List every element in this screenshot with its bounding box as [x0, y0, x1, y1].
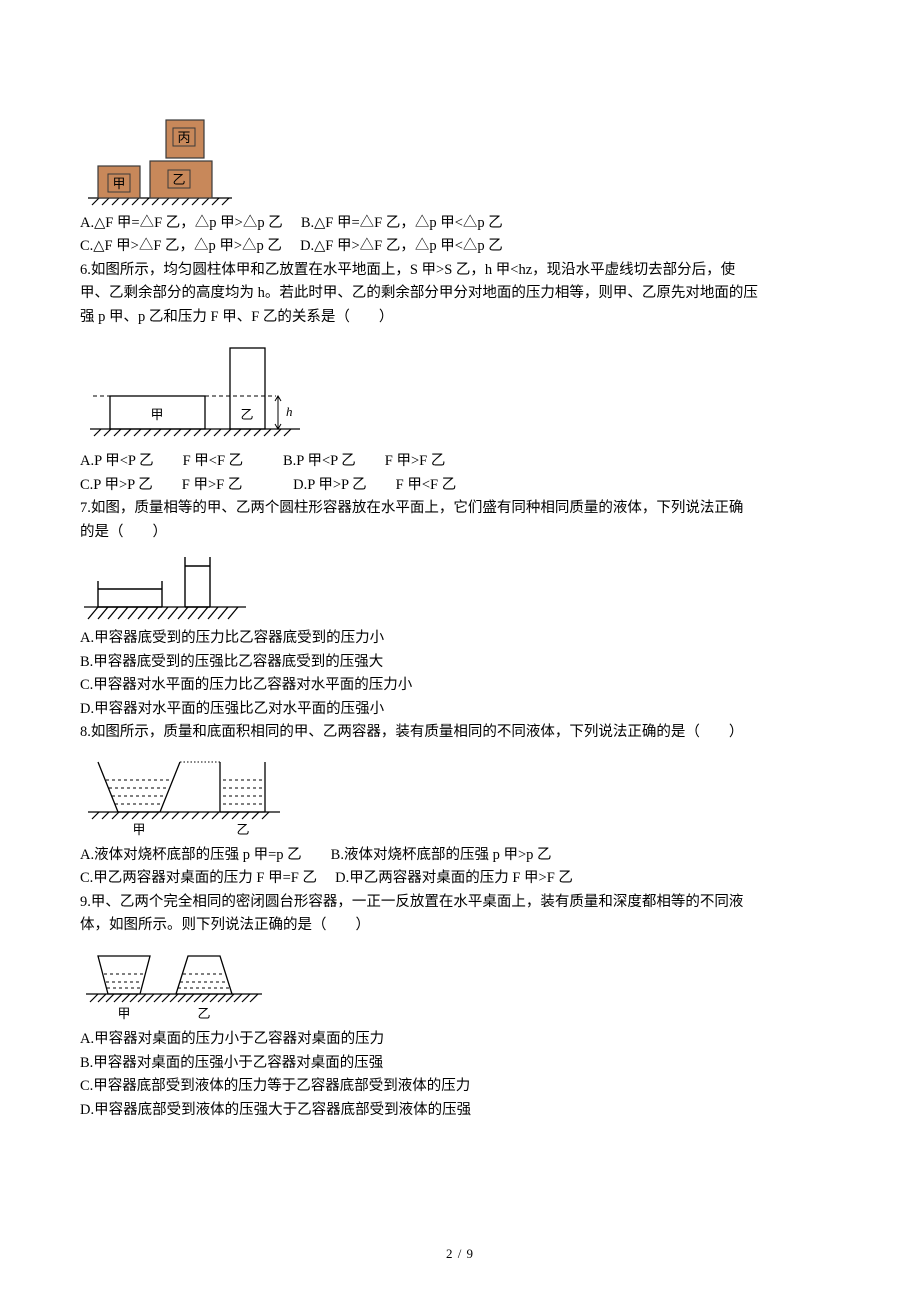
q6-optD: D.P 甲>P 乙 F 甲<F 乙	[293, 477, 456, 493]
q7-stem1: 7.如图，质量相等的甲、乙两个圆柱形容器放在水平面上，它们盛有同种相同质量的液体…	[80, 497, 840, 519]
q9-figure: 甲 乙	[80, 942, 840, 1022]
q6-options-row2: C.P 甲>P 乙 F 甲>F 乙 D.P 甲>P 乙 F 甲<F 乙	[80, 474, 840, 496]
q6-stem1: 6.如图所示，均匀圆柱体甲和乙放置在水平地面上，S 甲>S 乙，h 甲<hz，现…	[80, 259, 840, 281]
q9-optA: A.甲容器对桌面的压力小于乙容器对桌面的压力	[80, 1028, 840, 1050]
q8-yi-label: 乙	[236, 822, 249, 837]
q9-stem1: 9.甲、乙两个完全相同的密闭圆台形容器，一正一反放置在水平桌面上，装有质量和深度…	[80, 891, 840, 913]
q7-figure	[80, 549, 840, 621]
q8-optC: C.甲乙两容器对桌面的压力 F 甲=F 乙	[80, 870, 317, 886]
q6-h-label: h	[286, 404, 293, 419]
q8-optA: A.液体对烧杯底部的压强 p 甲=p 乙	[80, 847, 302, 863]
q8-jia-label: 甲	[132, 822, 145, 837]
q9-stem2: 体，如图所示。则下列说法正确的是（ ）	[80, 914, 840, 936]
q5-optD: D.△F 甲>△F 乙，△p 甲<△p 乙	[300, 238, 503, 254]
q8-figure: 甲 乙	[80, 750, 840, 838]
q5-optC: C.△F 甲>△F 乙，△p 甲>△p 乙	[80, 238, 282, 254]
q6-options-row1: A.P 甲<P 乙 F 甲<F 乙 B.P 甲<P 乙 F 甲>F 乙	[80, 450, 840, 472]
q6-figure: h 甲 乙	[80, 334, 840, 444]
q7-optB: B.甲容器底受到的压强比乙容器底受到的压强大	[80, 651, 840, 673]
q8-options-row1: A.液体对烧杯底部的压强 p 甲=p 乙 B.液体对烧杯底部的压强 p 甲>p …	[80, 844, 840, 866]
q5-figure: 甲 乙 丙	[80, 106, 840, 206]
q9-optC: C.甲容器底部受到液体的压力等于乙容器底部受到液体的压力	[80, 1075, 840, 1097]
q6-stem2: 甲、乙剩余部分的高度均为 h。若此时甲、乙的剩余部分甲分对地面的压力相等，则甲、…	[80, 282, 840, 304]
q8-optD: D.甲乙两容器对桌面的压力 F 甲>F 乙	[335, 870, 573, 886]
q5-yi-label: 乙	[172, 172, 185, 187]
q9-jia-label: 甲	[117, 1006, 130, 1021]
q9-yi-label: 乙	[197, 1006, 210, 1021]
q6-stem3: 强 p 甲、p 乙和压力 F 甲、F 乙的关系是（ ）	[80, 306, 840, 328]
q6-yi-label: 乙	[240, 407, 253, 422]
q9-optB: B.甲容器对桌面的压强小于乙容器对桌面的压强	[80, 1052, 840, 1074]
q6-optB: B.P 甲<P 乙 F 甲>F 乙	[283, 453, 445, 469]
q7-optC: C.甲容器对水平面的压力比乙容器对水平面的压力小	[80, 674, 840, 696]
page: 甲 乙 丙 A.△F 甲=△F 乙，△p 甲>△p 乙 B.△F 甲=△F 乙，…	[0, 0, 920, 1302]
q8-options-row2: C.甲乙两容器对桌面的压力 F 甲=F 乙 D.甲乙两容器对桌面的压力 F 甲>…	[80, 867, 840, 889]
page-footer: 2 / 9	[0, 1244, 920, 1264]
q7-stem2: 的是（ ）	[80, 521, 840, 543]
q5-optA: A.△F 甲=△F 乙，△p 甲>△p 乙	[80, 215, 283, 231]
q7-optA: A.甲容器底受到的压力比乙容器底受到的压力小	[80, 627, 840, 649]
q6-jia-label: 甲	[150, 407, 163, 422]
q5-options-row2: C.△F 甲>△F 乙，△p 甲>△p 乙 D.△F 甲>△F 乙，△p 甲<△…	[80, 235, 840, 257]
q6-optA: A.P 甲<P 乙 F 甲<F 乙	[80, 453, 243, 469]
q5-jia-label: 甲	[112, 176, 125, 191]
q5-bing-label: 丙	[177, 130, 190, 145]
q5-options-row1: A.△F 甲=△F 乙，△p 甲>△p 乙 B.△F 甲=△F 乙，△p 甲<△…	[80, 212, 840, 234]
q7-optD: D.甲容器对水平面的压强比乙对水平面的压强小	[80, 698, 840, 720]
q9-optD: D.甲容器底部受到液体的压强大于乙容器底部受到液体的压强	[80, 1099, 840, 1121]
q6-optC: C.P 甲>P 乙 F 甲>F 乙	[80, 477, 242, 493]
q8-optB: B.液体对烧杯底部的压强 p 甲>p 乙	[331, 847, 552, 863]
q8-stem: 8.如图所示，质量和底面积相同的甲、乙两容器，装有质量相同的不同液体，下列说法正…	[80, 721, 840, 743]
q5-optB: B.△F 甲=△F 乙，△p 甲<△p 乙	[301, 215, 503, 231]
